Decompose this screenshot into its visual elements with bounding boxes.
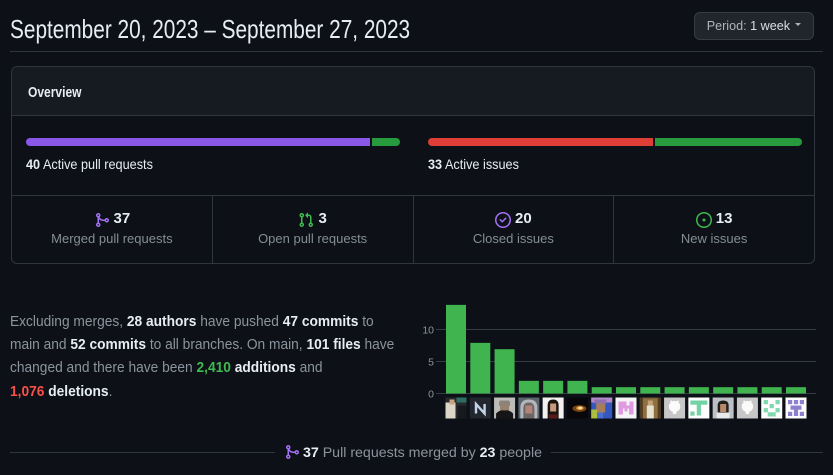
svg-text:0: 0 (428, 389, 434, 401)
svg-text:5: 5 (428, 357, 434, 369)
svg-text:10: 10 (422, 325, 434, 337)
